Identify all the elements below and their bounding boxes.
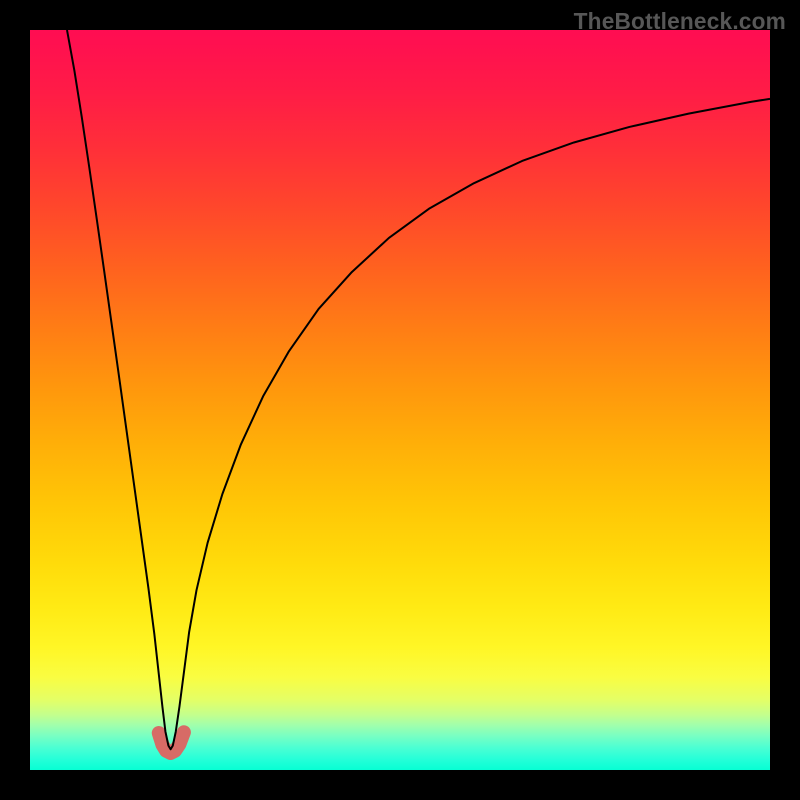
bottleneck-curve-chart: [0, 0, 800, 800]
plot-background: [30, 30, 770, 770]
chart-stage: TheBottleneck.com: [0, 0, 800, 800]
watermark-text: TheBottleneck.com: [574, 8, 786, 35]
